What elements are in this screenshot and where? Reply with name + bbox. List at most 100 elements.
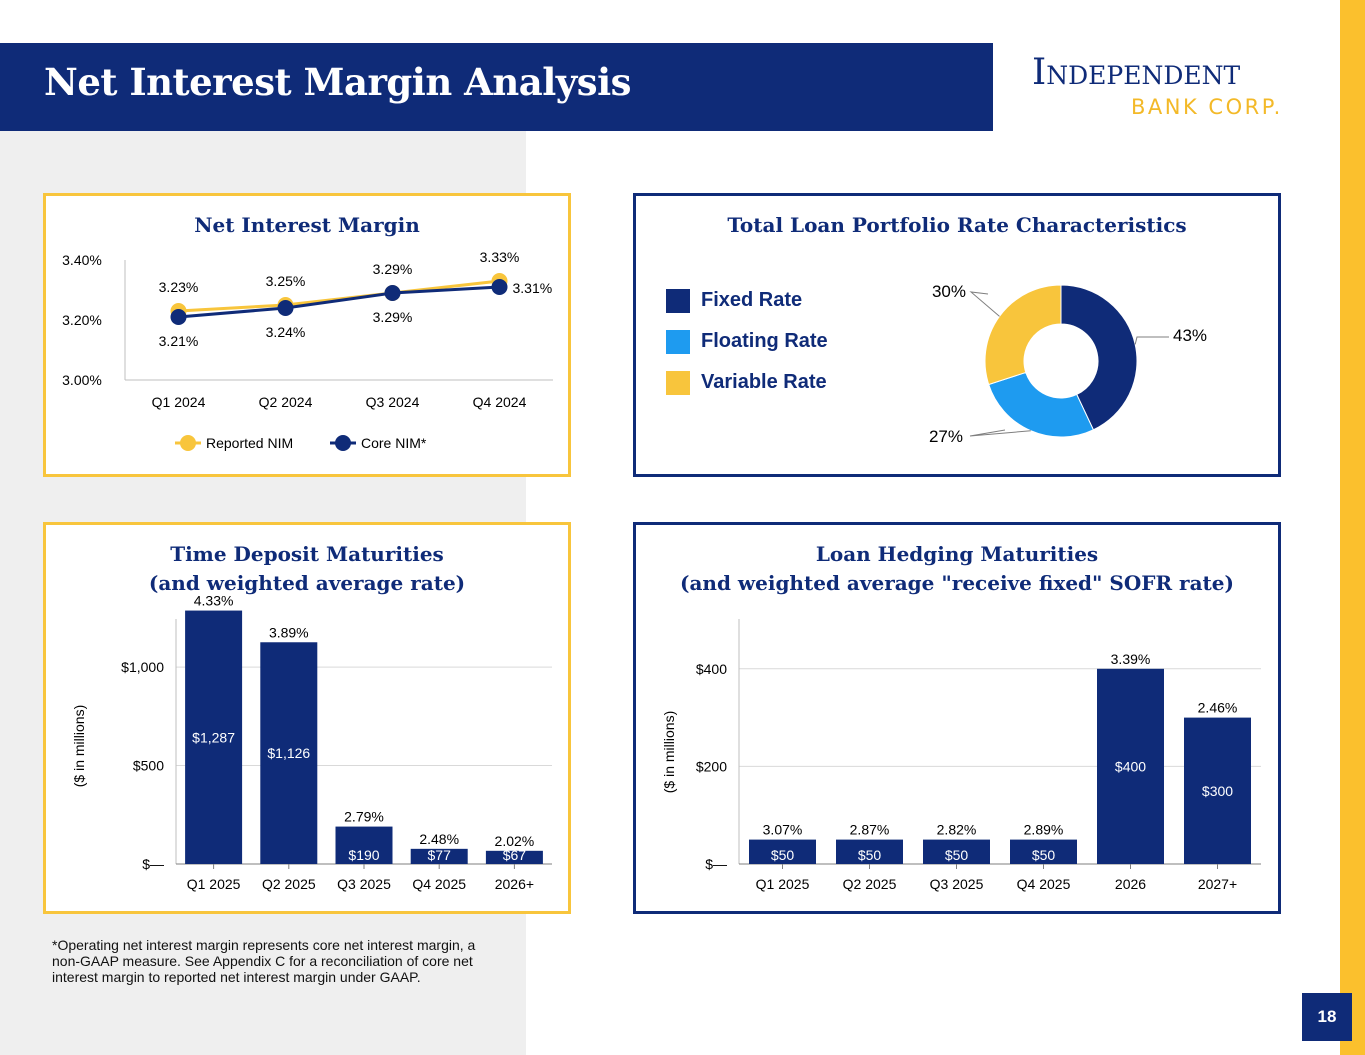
logo-wordmark: Independent [1032, 52, 1241, 93]
page-title: Net Interest Margin Analysis [44, 60, 632, 104]
leader-line [1134, 336, 1169, 345]
legend-label-floating: Floating Rate [701, 330, 828, 352]
value-label: $67 [503, 847, 527, 863]
nim-chart-title: Net Interest Margin [194, 213, 420, 237]
rate-label: 2.46% [1198, 700, 1238, 716]
pie-legend: Fixed Rate Floating Rate Variable Rate [666, 280, 828, 403]
legend-label-variable: Variable Rate [701, 371, 827, 393]
logo-subtitle: BANK CORP. [1131, 95, 1283, 119]
y-tick-label: 3.40% [62, 252, 102, 268]
x-tick-label: Q4 2024 [473, 394, 527, 410]
rate-label: 2.87% [850, 822, 890, 838]
y-tick-label: $— [705, 856, 727, 872]
bar [260, 642, 318, 864]
x-tick-label: Q2 2024 [259, 394, 313, 410]
y-tick-label: $200 [696, 758, 727, 774]
data-label: 3.29% [373, 261, 413, 277]
x-tick-label: 2027+ [1198, 876, 1237, 892]
data-point [491, 279, 508, 295]
nim-line-chart: 3.40% 3.20% 3.00% Q1 2024 Q2 2024 Q3 2024 Q4 2… [62, 249, 553, 451]
x-tick-label: 2026+ [495, 876, 534, 892]
y-tick-label: $400 [696, 661, 727, 677]
time-deposit-subtitle: (and weighted average rate) [148, 571, 466, 595]
y-axis-label: ($ in millions) [661, 711, 677, 793]
donut-slice-0 [1060, 284, 1138, 431]
value-label: $400 [1115, 758, 1146, 774]
y-tick-label: $— [142, 856, 164, 872]
slice-label: 27% [929, 427, 963, 446]
series-line-0 [178, 279, 500, 313]
x-tick-label: Q4 2025 [412, 876, 466, 892]
x-tick-label: Q2 2025 [262, 876, 316, 892]
loan-donut-chart: 43% 27% 30% [929, 282, 1207, 446]
rate-label: 2.02% [495, 833, 535, 849]
series-line-1 [178, 285, 500, 319]
slice-label: 30% [932, 282, 966, 301]
bar [1010, 839, 1077, 864]
time-deposit-title: Time Deposit Maturities [170, 542, 444, 566]
loan-hedging-subtitle: (and weighted average "receive fixed" SO… [680, 571, 1234, 595]
y-tick-label: 3.00% [62, 372, 102, 388]
rate-label: 2.79% [344, 809, 384, 825]
y-tick-label: $1,000 [121, 659, 164, 675]
x-tick-label: Q3 2025 [337, 876, 391, 892]
rate-label: 3.07% [763, 822, 803, 838]
value-label: $50 [1032, 847, 1056, 863]
x-tick-label: Q1 2025 [187, 876, 241, 892]
nim-panel: Net Interest Margin [43, 193, 571, 477]
value-label: $300 [1202, 783, 1233, 799]
bar [836, 839, 903, 864]
x-tick-label: Q3 2024 [366, 394, 420, 410]
loan-portfolio-panel: Total Loan Portfolio Rate Characteristic… [633, 193, 1281, 477]
rate-label: 2.82% [937, 822, 977, 838]
data-point [384, 285, 401, 301]
legend-item-floating: Floating Rate [666, 321, 828, 362]
footnote: *Operating net interest margin represent… [52, 937, 476, 985]
legend-item-variable: Variable Rate [666, 362, 828, 403]
rate-label: 2.48% [419, 831, 459, 847]
value-label: $1,287 [192, 729, 235, 745]
bar [485, 850, 543, 864]
rate-label: 4.33% [194, 593, 234, 609]
value-label: $50 [771, 847, 795, 863]
x-tick-label: 2026 [1115, 876, 1146, 892]
y-tick-label: 3.20% [62, 312, 102, 328]
data-label: 3.24% [266, 324, 306, 340]
leader-line [969, 291, 1000, 317]
data-point [277, 300, 294, 316]
data-point [170, 309, 187, 325]
x-tick-label: Q4 2025 [1017, 876, 1071, 892]
page-number: 18 [1302, 993, 1352, 1041]
value-label: $50 [945, 847, 969, 863]
x-tick-label: Q3 2025 [930, 876, 984, 892]
legend-marker [335, 435, 351, 451]
data-label: 3.31% [513, 280, 553, 296]
donut-slice-2 [984, 284, 1062, 386]
legend-item-fixed: Fixed Rate [666, 280, 828, 321]
x-tick-label: Q2 2025 [843, 876, 897, 892]
legend-marker [180, 435, 196, 451]
y-axis-label: ($ in millions) [71, 705, 87, 787]
x-tick-label: Q1 2024 [152, 394, 206, 410]
data-label: 3.21% [159, 333, 199, 349]
legend-swatch-floating [666, 329, 690, 354]
data-label: 3.23% [159, 279, 199, 295]
rate-label: 2.89% [1024, 822, 1064, 838]
value-label: $190 [348, 847, 379, 863]
rate-label: 3.39% [1111, 651, 1151, 667]
title-bar [0, 43, 993, 131]
legend-swatch-variable [666, 370, 690, 395]
right-accent-stripe [1340, 0, 1365, 1055]
value-label: $1,126 [267, 745, 310, 761]
legend-swatch-fixed [666, 288, 690, 313]
value-label: $50 [858, 847, 882, 863]
bar [335, 826, 393, 864]
data-label: 3.33% [480, 249, 520, 265]
y-tick-label: $500 [133, 758, 164, 774]
legend-label: Reported NIM [206, 435, 293, 451]
time-deposit-bar-chart: $1,000 $500 $— ($ in millions) Q1 2025 4.33% $… [71, 593, 552, 892]
bar [923, 839, 990, 864]
bar [1097, 668, 1164, 864]
bar [749, 839, 816, 864]
x-tick-label: Q1 2025 [756, 876, 810, 892]
